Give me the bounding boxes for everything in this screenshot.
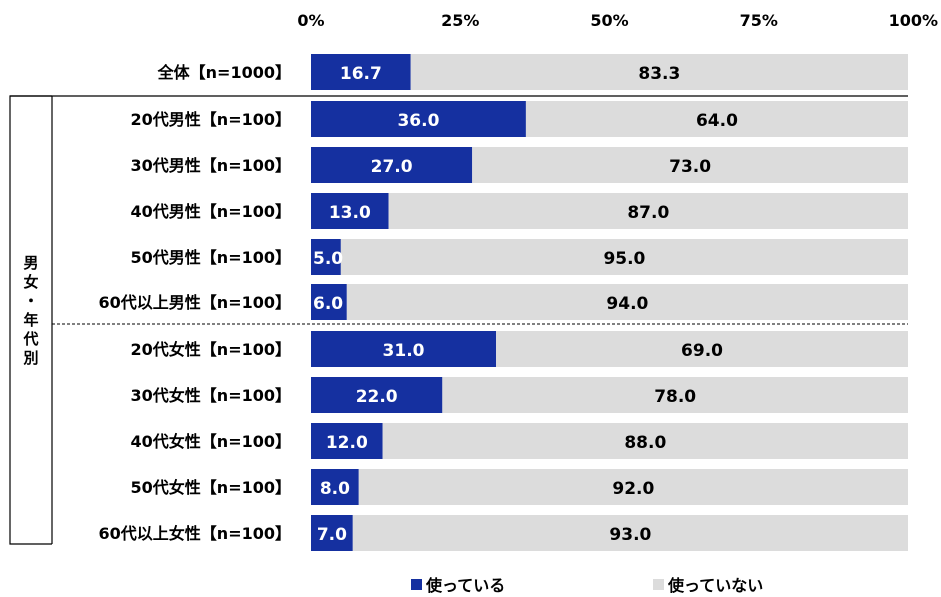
bar-not-used xyxy=(388,193,908,229)
category-label: 20代女性【n=100】 xyxy=(131,340,291,359)
group-label-char: 代 xyxy=(22,330,38,348)
bar-used xyxy=(311,423,383,459)
bar-used xyxy=(311,377,443,413)
category-label: 50代女性【n=100】 xyxy=(131,478,291,497)
value-label-not-used: 73.0 xyxy=(669,157,711,177)
x-tick-label: 25% xyxy=(441,11,479,30)
value-label-not-used: 69.0 xyxy=(681,341,723,361)
bar-not-used xyxy=(358,469,908,505)
bar-not-used xyxy=(346,284,908,320)
bar-used xyxy=(311,515,353,551)
bar-used xyxy=(311,193,389,229)
value-label-used: 22.0 xyxy=(356,387,398,407)
category-label: 40代男性【n=100】 xyxy=(131,202,291,221)
category-label: 60代以上女性【n=100】 xyxy=(99,524,291,543)
value-label-not-used: 92.0 xyxy=(612,479,654,499)
category-label: 30代女性【n=100】 xyxy=(131,386,291,405)
value-label-used: 16.7 xyxy=(340,64,382,84)
x-tick-label: 50% xyxy=(590,11,628,30)
group-frame: 男女・年代別 xyxy=(9,95,908,545)
value-label-used: 13.0 xyxy=(329,203,371,223)
legend-item-used: 使っている xyxy=(411,572,505,596)
bar-not-used xyxy=(525,101,908,137)
value-label-not-used: 87.0 xyxy=(627,203,669,223)
bar-used xyxy=(311,147,473,183)
value-label-not-used: 78.0 xyxy=(654,387,696,407)
value-labels: 16.7 83.3 36.0 64.0 27.0 73.0 13.0 87.0 5.0 95.0 6… xyxy=(313,64,738,545)
x-tick-label: 0% xyxy=(297,11,324,30)
bar-not-used xyxy=(472,147,908,183)
bars xyxy=(311,54,909,551)
value-label-used: 7.0 xyxy=(317,525,347,545)
category-label: 20代男性【n=100】 xyxy=(131,110,291,129)
group-label-char: 男 xyxy=(23,254,38,272)
x-tick-label: 100% xyxy=(889,11,938,30)
bar-not-used xyxy=(410,54,908,90)
value-label-not-used: 95.0 xyxy=(603,249,645,269)
category-labels: 全体【n=1000】 20代男性【n=100】 30代男性【n=100】 40代男性【… xyxy=(99,63,291,543)
legend-swatch-used xyxy=(411,578,422,590)
group-bracket xyxy=(9,95,52,545)
bar-not-used xyxy=(382,423,908,459)
group-label-char: 女 xyxy=(23,273,38,291)
category-label: 全体【n=1000】 xyxy=(157,63,291,82)
x-axis-ticks: 0% 25% 50% 75% 100% xyxy=(297,11,938,30)
group-label-char: 別 xyxy=(22,349,38,367)
value-label-used: 27.0 xyxy=(371,157,413,177)
category-label: 60代以上男性【n=100】 xyxy=(99,293,291,312)
category-label: 30代男性【n=100】 xyxy=(131,156,291,175)
group-label-char: ・ xyxy=(23,292,38,310)
value-label-not-used: 93.0 xyxy=(609,525,651,545)
value-label-used: 31.0 xyxy=(383,341,425,361)
value-label-used: 36.0 xyxy=(397,111,439,131)
bar-used xyxy=(311,284,347,320)
category-label: 50代男性【n=100】 xyxy=(131,248,291,267)
value-label-used: 5.0 xyxy=(313,249,343,269)
bar-not-used xyxy=(442,377,908,413)
category-label: 40代女性【n=100】 xyxy=(131,432,291,451)
group-label-char: 年 xyxy=(23,311,38,329)
value-label-not-used: 64.0 xyxy=(696,111,738,131)
x-tick-label: 75% xyxy=(740,11,778,30)
value-label-used: 6.0 xyxy=(313,294,343,314)
bar-used xyxy=(311,239,341,275)
legend-item-not-used: 使っていない xyxy=(653,572,763,596)
legend-label-used: 使っている xyxy=(426,576,506,595)
bar-used xyxy=(311,101,526,137)
bar-used xyxy=(311,54,411,90)
legend-swatch-not-used xyxy=(653,578,664,590)
bar-not-used xyxy=(340,239,909,275)
value-label-used: 8.0 xyxy=(320,479,350,499)
bar-not-used xyxy=(496,331,908,367)
bar-used xyxy=(311,469,359,505)
legend-label-not-used: 使っていない xyxy=(668,576,764,595)
value-label-not-used: 94.0 xyxy=(606,294,648,314)
value-label-used: 12.0 xyxy=(326,433,368,453)
bar-used xyxy=(311,331,497,367)
bar-not-used xyxy=(352,515,908,551)
value-label-not-used: 88.0 xyxy=(624,433,666,453)
value-label-not-used: 83.3 xyxy=(638,64,680,84)
